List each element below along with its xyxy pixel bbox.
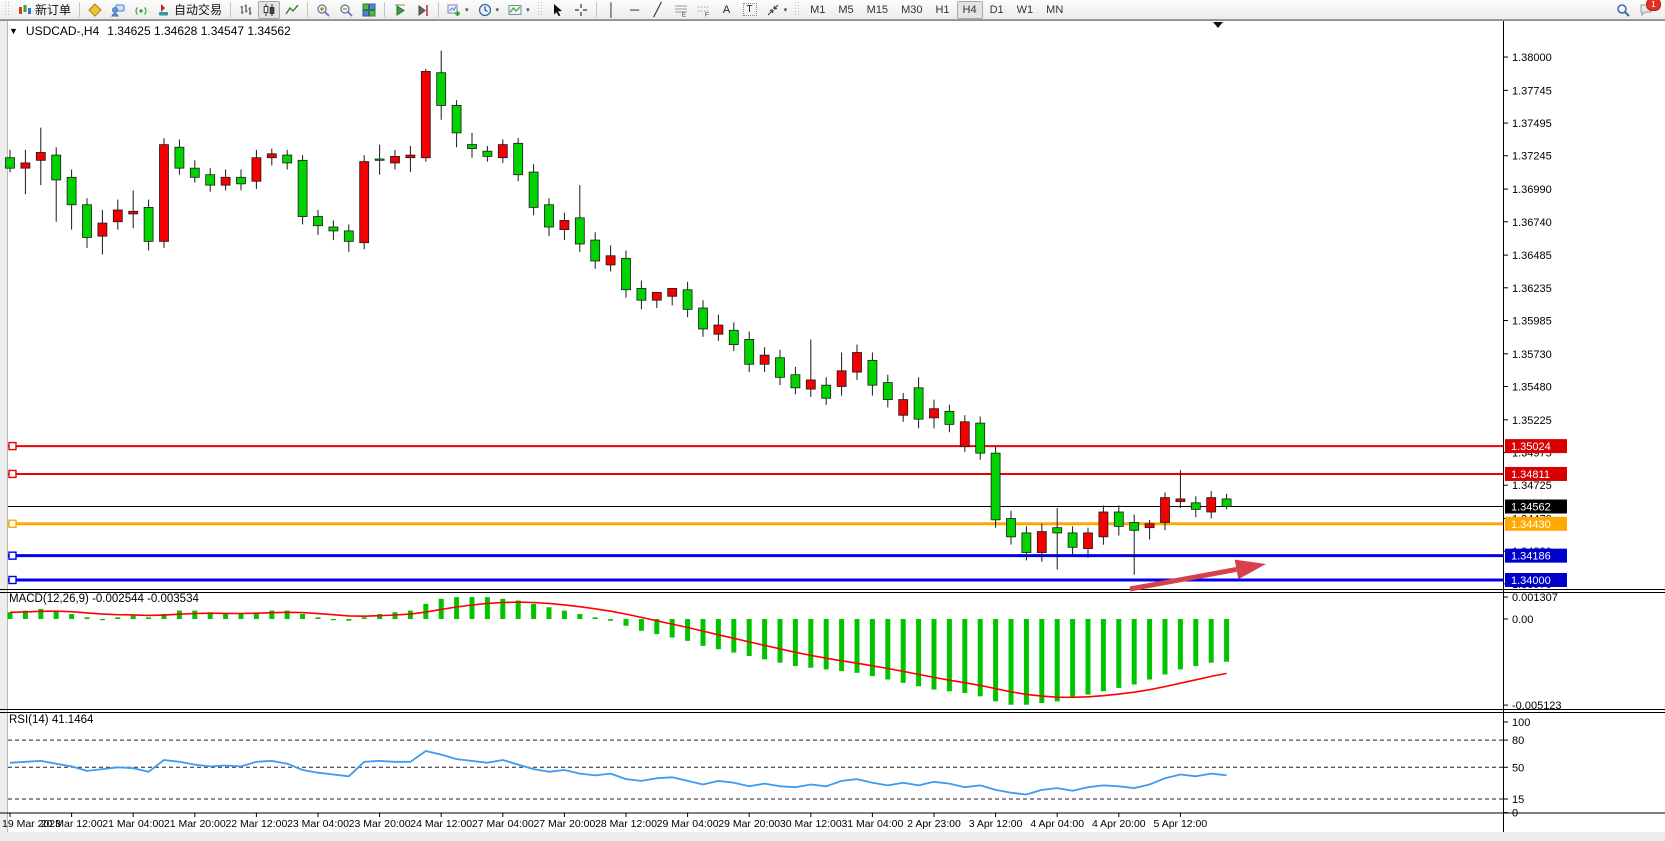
search-button[interactable] [1612, 1, 1634, 19]
templates-icon [508, 4, 522, 15]
timeframe-h1[interactable]: H1 [929, 1, 955, 19]
toolbar-separator [230, 2, 232, 17]
auto-scroll-icon [395, 4, 406, 16]
fibonacci-icon: E [674, 5, 687, 17]
zoom-in-button[interactable] [312, 1, 334, 19]
autotrading-button[interactable]: 自动交易 [153, 1, 226, 19]
autotrading-label: 自动交易 [174, 3, 223, 17]
tile-windows-icon [362, 3, 376, 16]
zoom-in-icon [317, 3, 330, 17]
new-order-icon [19, 4, 31, 14]
templates-button[interactable]: ▾ [504, 1, 534, 19]
market-watch-icon [88, 2, 102, 17]
toolbar-separator [307, 2, 309, 17]
timeframe-h4[interactable]: H4 [956, 0, 983, 19]
toolbar-separator [595, 2, 597, 17]
window-bottom-edge [0, 832, 1665, 841]
text-label-button[interactable]: T [739, 1, 761, 19]
zoom-out-icon [340, 3, 353, 17]
symbol-dropdown-icon[interactable]: ▼ [9, 26, 18, 36]
text-label-icon: T [742, 3, 757, 16]
new-chart-button[interactable]: ▾ [443, 1, 473, 19]
timeframe-mn[interactable]: MN [1040, 1, 1069, 19]
dropdown-caret-icon: ▾ [526, 6, 530, 14]
expert-advisors-icon [111, 4, 125, 16]
chart-title-bar[interactable]: ▼ USDCAD-,H4 1.34625 1.34628 1.34547 1.3… [9, 24, 291, 38]
autotrading-icon [159, 3, 169, 15]
timeframe-m30[interactable]: M30 [895, 1, 928, 19]
crosshair-icon [574, 3, 587, 16]
macd-indicator-label: MACD(12,26,9) -0.002544 -0.003534 [9, 593, 199, 605]
timeframe-m1[interactable]: M1 [804, 1, 831, 19]
arrows-button[interactable]: ▾ [762, 1, 792, 19]
channel-icon: F [697, 6, 710, 17]
text-button[interactable]: A [716, 1, 738, 19]
new-order-button[interactable]: 新订单 [14, 1, 75, 19]
chart-ohlc-quotes: 1.34625 1.34628 1.34547 1.34562 [107, 24, 291, 38]
horizontal-line-icon: ─ [629, 1, 640, 17]
toolbar-separator [438, 2, 440, 17]
fibonacci-button[interactable]: E [670, 1, 692, 19]
vertical-line-icon: │ [607, 1, 616, 17]
periods-button[interactable]: ▾ [474, 1, 504, 19]
toolbar-grip[interactable] [795, 2, 801, 17]
signals-button[interactable] [130, 1, 152, 19]
timeframe-m5[interactable]: M5 [832, 1, 859, 19]
toolbar-grip[interactable] [5, 2, 10, 17]
new-chart-icon [447, 4, 461, 16]
svg-text:F: F [705, 12, 709, 17]
tile-windows-button[interactable] [358, 1, 380, 19]
line-chart-button[interactable] [281, 1, 303, 19]
signals-icon [135, 6, 147, 15]
cursor-icon [553, 3, 562, 16]
chart-shift-icon [418, 4, 428, 16]
new-order-label: 新订单 [35, 3, 72, 17]
vertical-line-button[interactable]: │ [601, 1, 623, 19]
svg-text:E: E [682, 12, 686, 17]
toolbar-separator [79, 2, 81, 17]
toolbar-separator [384, 2, 386, 17]
main-toolbar: 新订单 自动交易 [0, 0, 1665, 20]
candlestick-chart-icon [263, 3, 275, 16]
rsi-indicator-label: RSI(14) 41.1464 [9, 714, 94, 726]
chart-shift-button[interactable] [412, 1, 434, 19]
horizontal-line-button[interactable]: ─ [624, 1, 646, 19]
chart-symbol-label: USDCAD-,H4 [25, 24, 100, 38]
zoom-out-button[interactable] [335, 1, 357, 19]
notification-badge: 1 [1646, 0, 1661, 11]
trendline-icon: ╱ [653, 1, 662, 17]
dropdown-caret-icon: ▾ [495, 6, 500, 14]
market-watch-button[interactable] [84, 1, 106, 19]
trendline-button[interactable]: ╱ [647, 1, 669, 19]
cursor-button[interactable] [547, 1, 569, 19]
timeframe-m15[interactable]: M15 [861, 1, 894, 19]
channel-button[interactable]: F [693, 1, 715, 19]
search-icon [1617, 3, 1630, 17]
line-chart-icon [285, 4, 299, 14]
timeframe-w1[interactable]: W1 [1011, 1, 1040, 19]
auto-scroll-button[interactable] [389, 1, 411, 19]
text-icon: A [722, 3, 731, 16]
bar-chart-icon [240, 4, 252, 15]
candlestick-chart-button[interactable] [258, 0, 281, 19]
dropdown-caret-icon: ▾ [783, 6, 788, 14]
timeframe-d1[interactable]: D1 [984, 1, 1010, 19]
periods-clock-icon [478, 3, 491, 16]
chart-window[interactable] [0, 20, 1665, 832]
crosshair-button[interactable] [570, 1, 592, 19]
dropdown-caret-icon: ▾ [465, 6, 469, 14]
notifications-button[interactable]: 1 [1635, 0, 1661, 19]
bar-chart-button[interactable] [235, 1, 257, 19]
toolbar-grip[interactable] [537, 2, 543, 17]
expert-advisors-button[interactable] [107, 1, 129, 19]
arrows-icon [767, 4, 779, 15]
